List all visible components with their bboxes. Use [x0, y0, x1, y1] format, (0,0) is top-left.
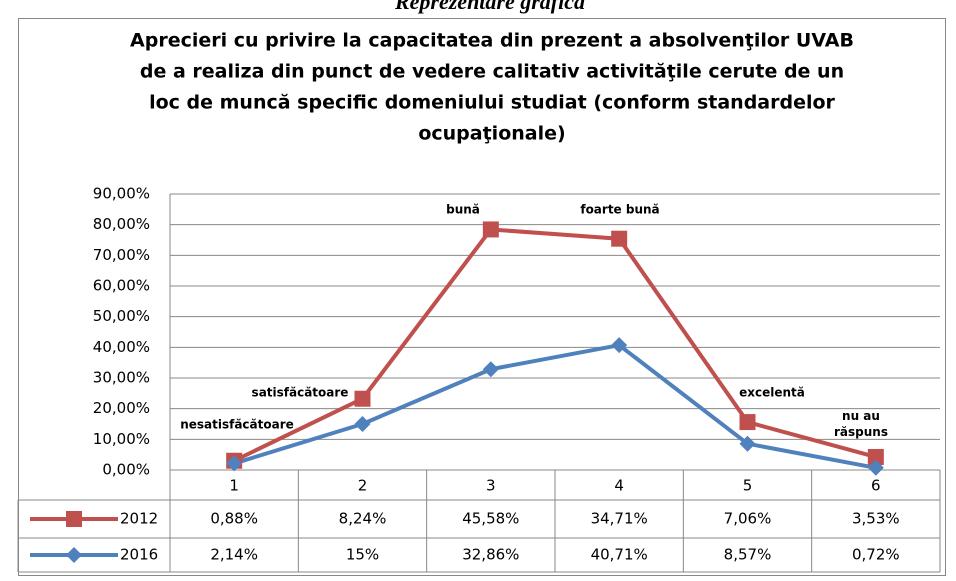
data-point — [867, 448, 884, 465]
y-tick-label: 80,00% — [93, 215, 150, 233]
y-tick-label: 20,00% — [93, 399, 150, 417]
chart-title: Aprecieri cu privire la capacitatea din … — [130, 30, 854, 52]
table-value: 45,58% — [462, 510, 519, 528]
page-header: Reprezentare grafică — [394, 0, 585, 14]
x-tick-label: 6 — [871, 477, 881, 495]
x-tick-label: 3 — [486, 477, 496, 495]
data-point — [482, 361, 499, 378]
table-value: 15% — [346, 546, 379, 564]
table-value: 8,24% — [339, 510, 387, 528]
table-value: 34,71% — [591, 510, 648, 528]
table-value: 8,57% — [724, 546, 772, 564]
table-value: 2,14% — [210, 546, 258, 564]
y-tick-label: 30,00% — [93, 369, 150, 387]
data-point — [739, 435, 756, 452]
data-point — [611, 337, 628, 354]
y-tick-label: 0,00% — [102, 461, 150, 479]
legend-marker — [66, 511, 82, 527]
x-tick-label: 2 — [358, 477, 368, 495]
annotation-box: nu au răspuns — [834, 409, 888, 439]
table-value: 32,86% — [462, 546, 519, 564]
data-point — [611, 230, 628, 247]
table-value: 40,71% — [591, 546, 648, 564]
legend-marker — [66, 547, 82, 563]
data-point — [354, 416, 371, 432]
x-tick-label: 5 — [743, 477, 753, 495]
table-value: 7,06% — [724, 510, 772, 528]
data-point — [739, 414, 756, 431]
annotation: excelentă — [739, 386, 805, 400]
x-tick-label: 1 — [229, 477, 239, 495]
table-value: 0,88% — [210, 510, 258, 528]
chart-title: loc de muncă specific domeniului studiat… — [149, 92, 835, 114]
table-value: 0,72% — [852, 546, 900, 564]
y-tick-label: 50,00% — [93, 307, 150, 325]
series-line — [233, 343, 877, 470]
y-tick-label: 70,00% — [93, 246, 150, 264]
y-tick-label: 60,00% — [93, 277, 150, 295]
table-value: 3,53% — [852, 510, 900, 528]
data-point — [226, 455, 243, 472]
annotation: nesatisfăcătoare — [180, 418, 294, 432]
y-tick-label: 10,00% — [93, 430, 150, 448]
annotation: bună — [446, 203, 480, 217]
data-point — [354, 390, 371, 407]
data-point — [867, 459, 884, 476]
chart-title: de a realiza din punct de vedere calitat… — [140, 61, 844, 83]
data-point — [482, 221, 499, 238]
annotation: foarte bună — [580, 203, 659, 217]
y-tick-label: 40,00% — [93, 338, 150, 356]
annotation: satisfăcătoare — [252, 386, 349, 400]
legend-label: 2012 — [120, 510, 158, 528]
x-tick-label: 4 — [614, 477, 624, 495]
legend-label: 2016 — [120, 546, 158, 564]
chart-border — [18, 18, 946, 576]
annotation: nu au răspuns — [834, 409, 888, 439]
chart-title: ocupaţionale) — [418, 123, 565, 145]
series-line — [233, 227, 877, 463]
y-tick-label: 90,00% — [93, 185, 150, 203]
